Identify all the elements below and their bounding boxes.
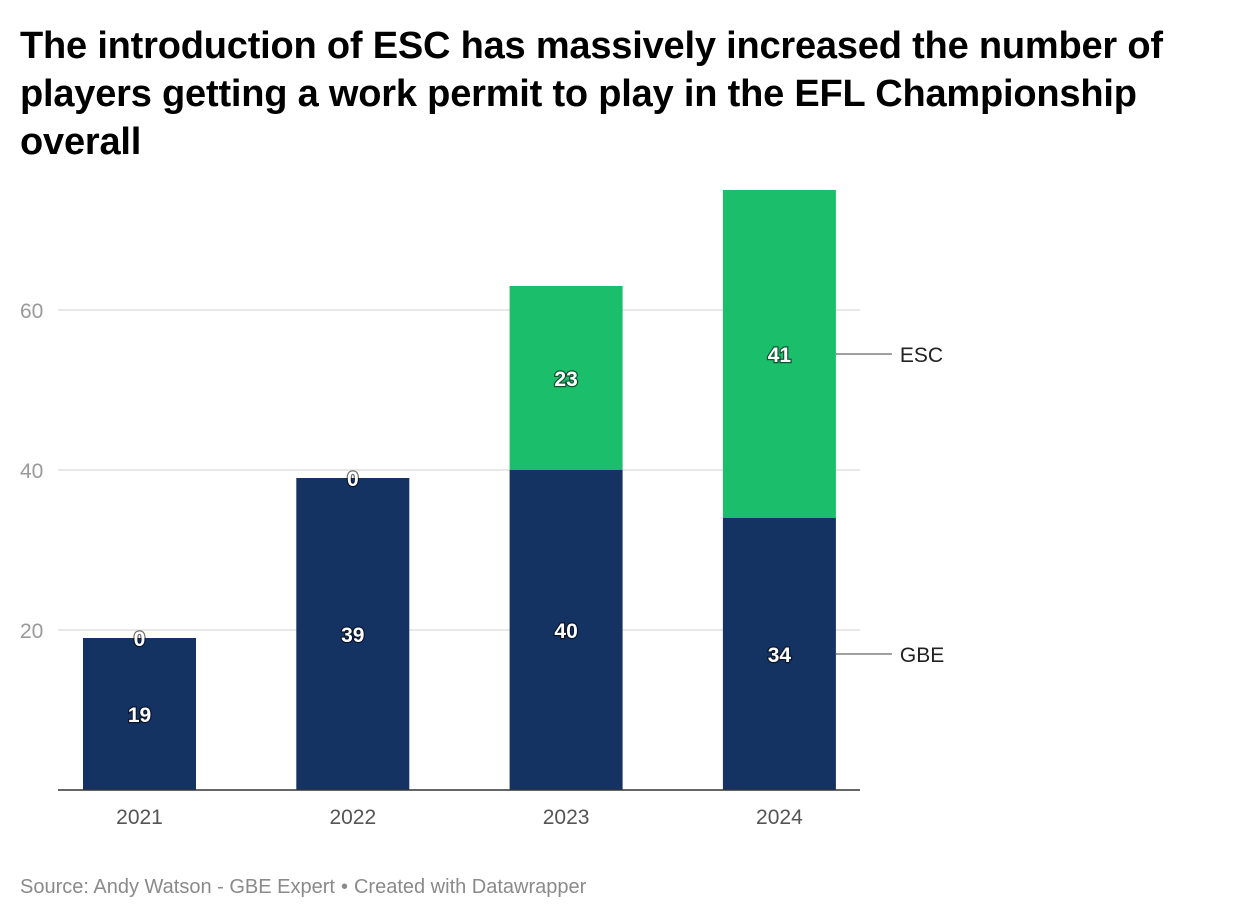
x-tick-label-2022: 2022	[329, 806, 376, 829]
bar-gbe-2022	[296, 478, 410, 790]
x-tick-label-2021: 2021	[116, 806, 163, 829]
value-label-esc-2021: 0	[134, 628, 146, 651]
value-label-esc-2023: 23	[554, 368, 577, 391]
bar-esc-2024	[722, 190, 836, 518]
bar-esc-2023	[509, 286, 623, 470]
x-tick-label-2023: 2023	[543, 806, 590, 829]
x-axis-ticks: 2021 2022 2023 2024	[116, 806, 803, 829]
y-tick-label-20: 20	[20, 620, 43, 643]
value-label-gbe-2023: 40	[554, 620, 577, 643]
source-text: Source: Andy Watson - GBE Expert	[20, 876, 335, 898]
source-footer: Source: Andy Watson - GBE Expert • Created…	[20, 876, 586, 899]
bars	[83, 190, 836, 790]
datawrapper-credit: Created with Datawrapper	[353, 876, 587, 898]
value-label-esc-2022: 0	[347, 468, 359, 491]
legend-label-gbe: GBE	[900, 644, 944, 667]
x-tick-label-2024: 2024	[756, 806, 803, 829]
chart-title: The introduction of ESC has massively in…	[20, 25, 1163, 163]
legend-label-esc: ESC	[900, 344, 943, 367]
y-axis-ticks: 20 40 60	[20, 300, 43, 643]
value-label-gbe-2021: 19	[128, 704, 151, 727]
bar-gbe-2024	[722, 518, 836, 790]
value-labels: 19 0 39 0 40 23 34 41	[127, 343, 793, 729]
value-label-gbe-2024: 34	[768, 644, 792, 667]
value-label-esc-2024: 41	[768, 344, 792, 367]
y-tick-label-40: 40	[20, 460, 43, 483]
source-separator: •	[340, 876, 348, 898]
y-tick-label-60: 60	[20, 300, 43, 323]
bar-gbe-2023	[509, 470, 623, 790]
value-label-gbe-2022: 39	[341, 624, 364, 647]
direct-legend: GBE ESC	[835, 344, 944, 667]
bar-gbe-2021	[83, 638, 196, 790]
